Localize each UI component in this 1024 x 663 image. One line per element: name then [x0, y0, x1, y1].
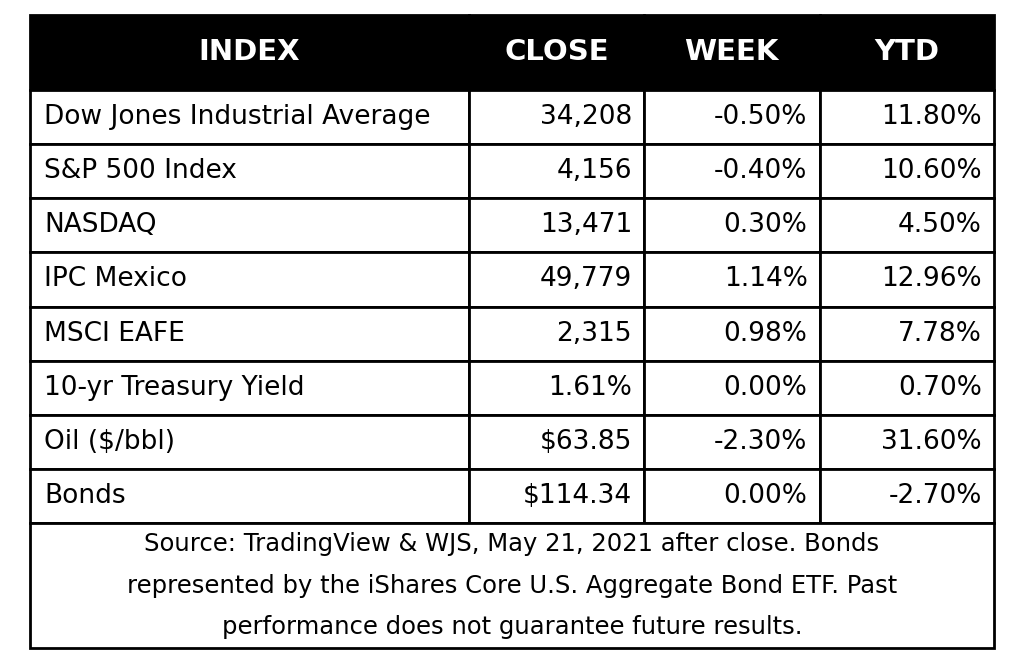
Text: 4.50%: 4.50%	[898, 212, 982, 238]
Bar	[469, 144, 644, 198]
Bar	[644, 415, 819, 469]
Text: 7.78%: 7.78%	[898, 321, 982, 347]
Bar	[819, 253, 994, 306]
Text: -0.50%: -0.50%	[714, 104, 808, 130]
Bar	[469, 90, 644, 144]
Text: Bonds: Bonds	[44, 483, 126, 509]
Bar	[644, 144, 819, 198]
Bar	[30, 306, 469, 361]
Bar	[644, 15, 819, 90]
Text: CLOSE: CLOSE	[504, 38, 608, 66]
Text: 13,471: 13,471	[540, 212, 632, 238]
Bar	[469, 198, 644, 253]
Text: 0.00%: 0.00%	[724, 375, 808, 400]
Bar	[644, 361, 819, 415]
Text: $114.34: $114.34	[523, 483, 632, 509]
Bar	[819, 361, 994, 415]
Text: represented by the iShares Core U.S. Aggregate Bond ETF. Past: represented by the iShares Core U.S. Agg…	[127, 573, 897, 597]
Bar	[469, 415, 644, 469]
Bar	[30, 144, 469, 198]
Bar	[644, 90, 819, 144]
Bar	[819, 198, 994, 253]
Bar	[30, 198, 469, 253]
Bar	[819, 15, 994, 90]
Text: 2,315: 2,315	[557, 321, 632, 347]
Text: -0.40%: -0.40%	[714, 158, 808, 184]
Bar	[469, 253, 644, 306]
Bar	[644, 198, 819, 253]
Text: -2.70%: -2.70%	[889, 483, 982, 509]
Bar	[30, 253, 469, 306]
Text: 1.61%: 1.61%	[548, 375, 632, 400]
Bar	[30, 469, 469, 523]
Text: 10.60%: 10.60%	[882, 158, 982, 184]
Text: MSCI EAFE: MSCI EAFE	[44, 321, 184, 347]
Bar	[469, 361, 644, 415]
Bar	[469, 469, 644, 523]
Text: 4,156: 4,156	[557, 158, 632, 184]
Text: 12.96%: 12.96%	[882, 267, 982, 292]
Text: 0.30%: 0.30%	[724, 212, 808, 238]
Bar	[644, 253, 819, 306]
Bar	[819, 90, 994, 144]
Text: 10-yr Treasury Yield: 10-yr Treasury Yield	[44, 375, 304, 400]
Bar	[30, 361, 469, 415]
Bar	[469, 15, 644, 90]
Text: Source: TradingView & WJS, May 21, 2021 after close. Bonds: Source: TradingView & WJS, May 21, 2021 …	[144, 532, 880, 556]
Text: 1.14%: 1.14%	[724, 267, 808, 292]
Text: 34,208: 34,208	[540, 104, 632, 130]
Bar	[30, 415, 469, 469]
Text: -2.30%: -2.30%	[714, 429, 808, 455]
Text: Dow Jones Industrial Average: Dow Jones Industrial Average	[44, 104, 430, 130]
Text: 0.00%: 0.00%	[724, 483, 808, 509]
Bar	[30, 90, 469, 144]
Bar	[30, 523, 994, 648]
Text: NASDAQ: NASDAQ	[44, 212, 157, 238]
Text: YTD: YTD	[874, 38, 939, 66]
Bar	[644, 469, 819, 523]
Text: performance does not guarantee future results.: performance does not guarantee future re…	[222, 615, 802, 639]
Text: IPC Mexico: IPC Mexico	[44, 267, 187, 292]
Bar	[819, 415, 994, 469]
Bar	[819, 144, 994, 198]
Text: Oil ($/bbl): Oil ($/bbl)	[44, 429, 175, 455]
Text: INDEX: INDEX	[199, 38, 300, 66]
Text: 49,779: 49,779	[540, 267, 632, 292]
Text: WEEK: WEEK	[685, 38, 779, 66]
Text: S&P 500 Index: S&P 500 Index	[44, 158, 237, 184]
Text: 31.60%: 31.60%	[882, 429, 982, 455]
Bar	[819, 469, 994, 523]
Bar	[30, 15, 469, 90]
Text: $63.85: $63.85	[540, 429, 632, 455]
Bar	[644, 306, 819, 361]
Bar	[819, 306, 994, 361]
Bar	[469, 306, 644, 361]
Text: 0.98%: 0.98%	[724, 321, 808, 347]
Text: 11.80%: 11.80%	[882, 104, 982, 130]
Text: 0.70%: 0.70%	[898, 375, 982, 400]
